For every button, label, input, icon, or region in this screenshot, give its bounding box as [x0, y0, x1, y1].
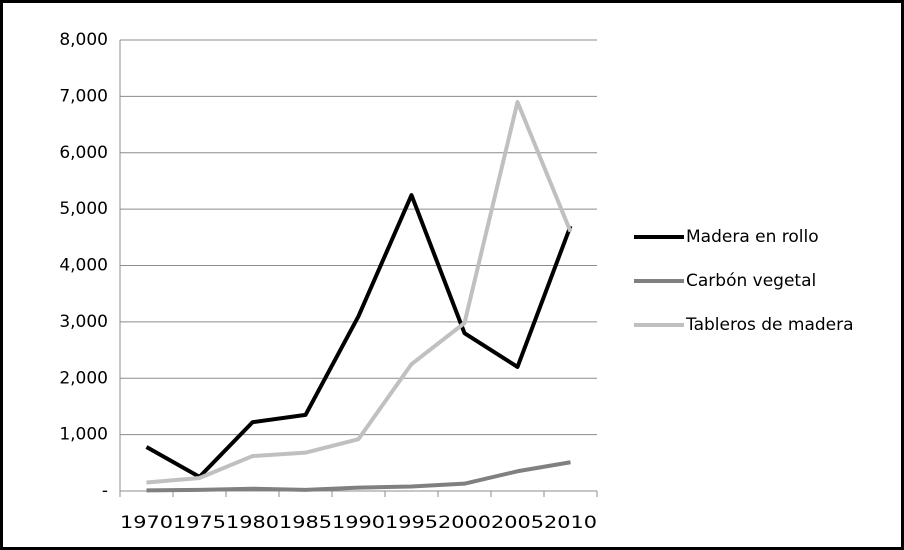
y-tick-label: 4,000: [59, 256, 108, 276]
y-tick-label: 6,000: [59, 143, 108, 163]
y-tick-label: -: [102, 481, 108, 501]
x-tick-label: 2010: [544, 513, 597, 533]
x-tick-label: 1985: [279, 513, 332, 533]
x-tick-label: 1995: [385, 513, 438, 533]
x-tick-label: 1975: [173, 513, 226, 533]
x-tick-label: 2000: [438, 513, 491, 533]
legend-label: Tableros de madera: [685, 315, 854, 335]
y-tick-label: 1,000: [59, 425, 108, 445]
series-line: [145, 193, 573, 479]
legend-label: Madera en rollo: [686, 227, 819, 247]
series-line: [146, 100, 573, 485]
series-line: [146, 460, 571, 493]
x-tick-label: 1990: [332, 513, 385, 533]
y-tick-label: 5,000: [59, 199, 108, 219]
x-tick-label: 1970: [120, 513, 173, 533]
y-tick-label: 8,000: [59, 30, 108, 50]
legend-label: Carbón vegetal: [686, 271, 816, 291]
x-tick-label: 1980: [226, 513, 279, 533]
y-tick-label: 7,000: [59, 86, 108, 106]
y-tick-label: 3,000: [59, 312, 108, 332]
y-tick-label: 2,000: [59, 368, 108, 388]
x-tick-label: 2005: [491, 513, 544, 533]
